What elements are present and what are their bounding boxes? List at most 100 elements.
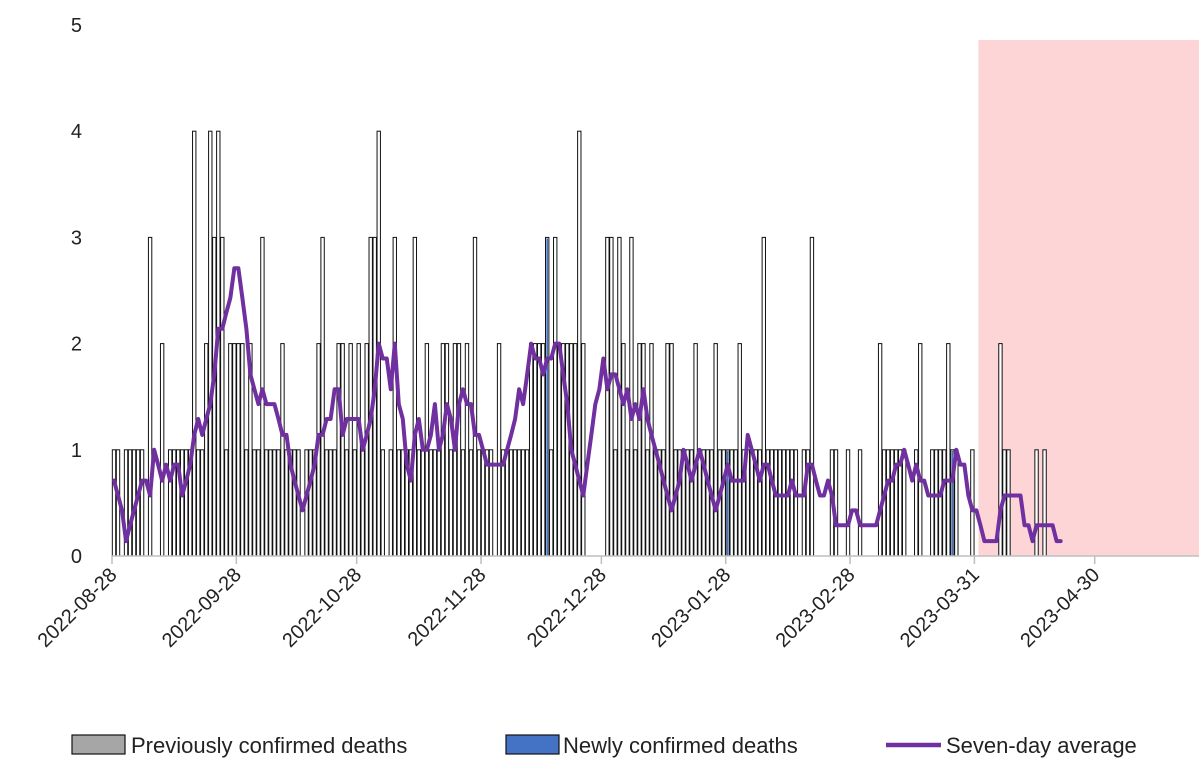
bar-previously-confirmed: [232, 343, 237, 557]
y-tick-label: 3: [71, 227, 82, 249]
bar-previously-confirmed: [729, 449, 734, 557]
bar-previously-confirmed: [930, 449, 935, 557]
bar-previously-confirmed: [444, 343, 450, 557]
bar-previously-confirmed: [761, 236, 766, 557]
bar-previously-confirmed: [256, 449, 261, 557]
bar-previously-confirmed: [224, 449, 229, 557]
legend-label: Seven-day average: [946, 733, 1137, 758]
bar-previously-confirmed: [412, 236, 418, 557]
bar-previously-confirmed: [184, 449, 189, 557]
bar-previously-confirmed: [1042, 449, 1047, 557]
bar-previously-confirmed: [244, 449, 249, 557]
legend-label: Newly confirmed deaths: [563, 733, 798, 758]
bar-previously-confirmed: [665, 343, 670, 557]
bar-previously-confirmed: [228, 343, 233, 557]
bar-previously-confirmed: [737, 343, 742, 557]
y-tick-label: 1: [71, 440, 82, 462]
bar-previously-confirmed: [440, 343, 446, 557]
bar-previously-confirmed: [204, 343, 209, 557]
legend-swatch: [505, 734, 560, 755]
bar-previously-confirmed: [268, 449, 273, 557]
bar-new-fill: [726, 450, 729, 556]
bar-previously-confirmed: [693, 343, 698, 557]
bar-previously-confirmed: [781, 449, 787, 557]
bar-previously-confirmed: [733, 449, 738, 557]
bar-new-fill: [951, 450, 954, 556]
bar-previously-confirmed: [902, 449, 907, 557]
bar-previously-confirmed: [557, 343, 562, 557]
bar-previously-confirmed: [536, 343, 542, 557]
bar-previously-confirmed: [336, 343, 341, 557]
bar-previously-confirmed: [520, 449, 526, 557]
bar-previously-confirmed: [380, 449, 385, 557]
bar-previously-confirmed: [220, 236, 225, 557]
bar-previously-confirmed: [456, 343, 462, 557]
bar-previously-confirmed: [396, 449, 401, 557]
bar-previously-confirmed: [472, 236, 478, 557]
bar-previously-confirmed: [360, 449, 365, 557]
y-tick-label: 4: [71, 121, 82, 143]
bar-previously-confirmed: [340, 343, 345, 557]
bar-previously-confirmed: [713, 343, 718, 557]
bar-previously-confirmed: [633, 449, 638, 557]
bar-previously-confirmed: [147, 236, 153, 557]
bar-previously-confirmed: [432, 449, 438, 557]
bar-previously-confirmed: [946, 343, 951, 557]
bar-previously-confirmed: [918, 343, 923, 557]
bar-previously-confirmed: [420, 449, 426, 557]
bar-previously-confirmed: [553, 236, 558, 557]
bar-previously-confirmed: [388, 449, 393, 557]
bar-previously-confirmed: [508, 449, 514, 557]
y-tick-label: 0: [71, 546, 82, 568]
bar-previously-confirmed: [934, 449, 939, 557]
bar-previously-confirmed: [669, 343, 674, 557]
bar-previously-confirmed: [476, 449, 482, 557]
bar-previously-confirmed: [801, 449, 807, 557]
bar-previously-confirmed: [264, 449, 269, 557]
bar-previously-confirmed: [613, 449, 618, 557]
bar-previously-confirmed: [292, 449, 297, 557]
bar-previously-confirmed: [524, 449, 530, 557]
bar-previously-confirmed: [581, 343, 586, 557]
bar-previously-confirmed: [889, 449, 895, 557]
bar-previously-confirmed: [436, 449, 442, 557]
legend-label: Previously confirmed deaths: [131, 733, 407, 758]
bar-previously-confirmed: [320, 236, 325, 557]
bar-previously-confirmed: [721, 449, 726, 557]
bar-previously-confirmed: [809, 236, 815, 557]
bar-previously-confirmed: [464, 343, 470, 557]
bar-previously-confirmed: [877, 343, 883, 557]
bar-previously-confirmed: [324, 449, 329, 557]
bar-previously-confirmed: [416, 449, 422, 557]
bar-previously-confirmed: [356, 343, 361, 557]
bar-previously-confirmed: [308, 449, 313, 557]
bar-previously-confirmed: [332, 449, 337, 557]
bar-previously-confirmed: [785, 449, 791, 557]
bar-previously-confirmed: [637, 343, 642, 557]
bar-new-fill: [546, 238, 549, 556]
bar-previously-confirmed: [468, 449, 474, 557]
bar-previously-confirmed: [645, 449, 650, 557]
x-tick-label: 2022-09-28: [158, 564, 246, 652]
bar-previously-confirmed: [769, 449, 775, 557]
bar-previously-confirmed: [276, 449, 281, 557]
bar-previously-confirmed: [192, 130, 197, 557]
bar-previously-confirmed: [460, 449, 466, 557]
bar-previously-confirmed: [516, 449, 522, 557]
bar-previously-confirmed: [1034, 449, 1039, 557]
bar-previously-confirmed: [621, 343, 626, 557]
bar-previously-confirmed: [938, 449, 943, 557]
bar-previously-confirmed: [344, 449, 349, 557]
bar-previously-confirmed: [139, 449, 145, 557]
shaded-region-layer: [978, 40, 1199, 556]
bar-previously-confirmed: [127, 449, 133, 557]
bar-previously-confirmed: [512, 449, 518, 557]
bar-previously-confirmed: [777, 449, 783, 557]
bar-previously-confirmed: [200, 449, 205, 557]
bar-previously-confirmed: [757, 449, 762, 557]
bar-previously-confirmed: [400, 449, 405, 557]
bar-previously-confirmed: [284, 449, 289, 557]
y-tick-label: 2: [71, 334, 82, 356]
